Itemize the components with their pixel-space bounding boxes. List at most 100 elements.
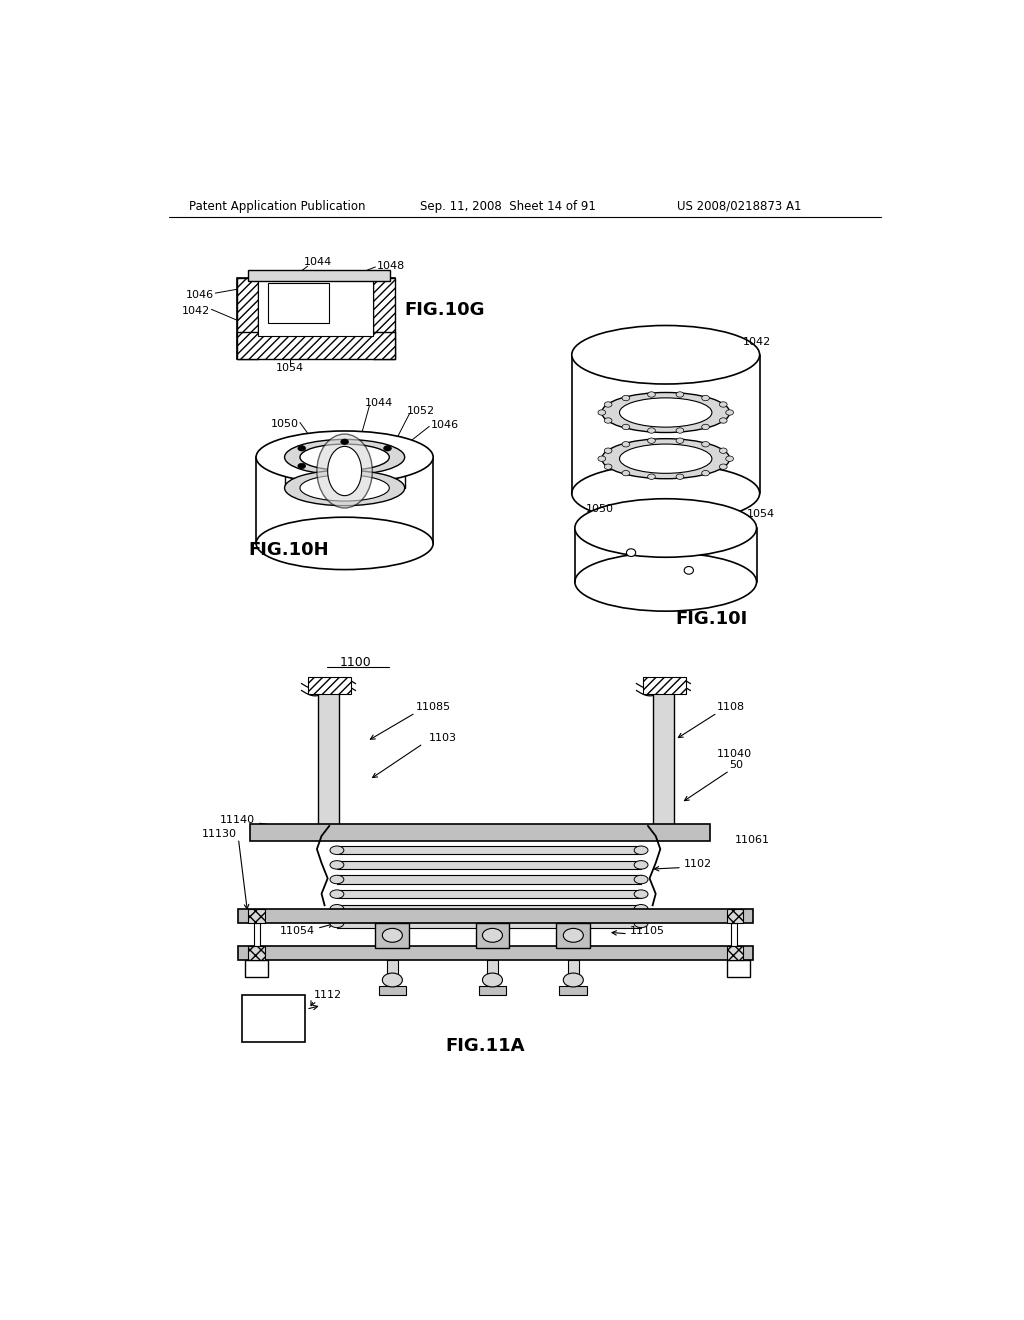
Ellipse shape [634,875,648,884]
Ellipse shape [604,418,612,424]
Bar [373,277,394,359]
Ellipse shape [720,401,727,407]
Text: Patent Application Publication: Patent Application Publication [188,199,366,213]
Bar [475,923,509,948]
Ellipse shape [701,470,710,475]
Ellipse shape [684,566,693,574]
Ellipse shape [382,928,402,942]
Bar [258,277,373,335]
Text: 1054: 1054 [275,363,304,372]
Ellipse shape [627,549,636,557]
Text: US 2008/0218873 A1: US 2008/0218873 A1 [677,199,801,213]
Text: 1112: 1112 [313,990,342,1001]
Ellipse shape [676,438,684,444]
Ellipse shape [482,928,503,942]
Ellipse shape [634,904,648,913]
Bar [337,890,641,899]
Bar [337,846,641,854]
Text: 11054: 11054 [281,925,315,936]
Text: Motor: Motor [256,1012,292,1026]
Ellipse shape [330,846,344,854]
Ellipse shape [620,444,712,474]
Text: 11040: 11040 [717,748,753,759]
Text: 1042: 1042 [742,337,771,347]
Bar [243,995,305,1041]
Bar [237,277,258,359]
Ellipse shape [620,397,712,428]
Ellipse shape [571,326,760,384]
Text: 1050: 1050 [270,418,298,429]
Bar [254,923,260,946]
Ellipse shape [285,440,404,475]
Ellipse shape [300,475,389,502]
Bar [250,825,711,841]
Text: 1042: 1042 [181,306,210,315]
Ellipse shape [634,890,648,899]
Ellipse shape [720,465,727,470]
Bar [568,960,579,979]
Ellipse shape [720,418,727,424]
Text: 1103: 1103 [429,733,458,743]
Bar [643,677,686,693]
Text: 1108: 1108 [717,702,745,713]
Bar [731,923,737,946]
Ellipse shape [622,470,630,475]
Ellipse shape [482,973,503,987]
Bar [237,331,394,359]
Ellipse shape [384,446,391,451]
Text: 1048: 1048 [377,261,406,271]
Ellipse shape [622,424,630,429]
Ellipse shape [647,428,655,433]
Bar [559,986,587,995]
Text: 1050: 1050 [285,298,312,308]
Ellipse shape [328,446,361,495]
Bar [248,946,264,960]
Bar [727,946,743,960]
Bar [337,919,641,928]
Bar [248,909,264,923]
Text: FIG.11A: FIG.11A [445,1038,524,1055]
Ellipse shape [676,392,684,397]
Bar [267,284,330,323]
Text: 11130: 11130 [202,829,237,838]
Ellipse shape [676,474,684,479]
Text: 1052: 1052 [407,407,435,416]
Ellipse shape [634,919,648,928]
Text: 1046: 1046 [431,420,459,430]
Ellipse shape [316,434,373,508]
Text: FIG.10H: FIG.10H [248,541,329,558]
Ellipse shape [298,463,305,469]
Ellipse shape [701,424,710,429]
Bar [652,692,674,837]
Text: 11061: 11061 [735,834,770,845]
Ellipse shape [647,392,655,397]
Bar [376,923,410,948]
Ellipse shape [720,447,727,453]
Ellipse shape [602,392,730,433]
Text: 1100: 1100 [340,656,372,669]
Ellipse shape [330,904,344,913]
Text: FIG.10I: FIG.10I [676,610,749,628]
Ellipse shape [598,455,605,462]
Ellipse shape [330,919,344,928]
Bar [727,960,750,977]
Text: 50: 50 [730,760,743,770]
Ellipse shape [726,409,733,416]
Ellipse shape [701,396,710,401]
Ellipse shape [574,553,757,611]
Bar [379,986,407,995]
Text: 11105: 11105 [630,925,665,936]
Bar [556,923,590,948]
Ellipse shape [563,973,584,987]
Text: 11085: 11085 [416,702,451,713]
Bar [727,909,743,923]
Bar [487,960,498,979]
Ellipse shape [330,875,344,884]
Ellipse shape [647,474,655,479]
Text: 1046: 1046 [185,289,214,300]
Ellipse shape [647,438,655,444]
Ellipse shape [382,973,402,987]
Bar [248,271,390,281]
Bar [337,875,641,884]
Ellipse shape [726,455,733,462]
